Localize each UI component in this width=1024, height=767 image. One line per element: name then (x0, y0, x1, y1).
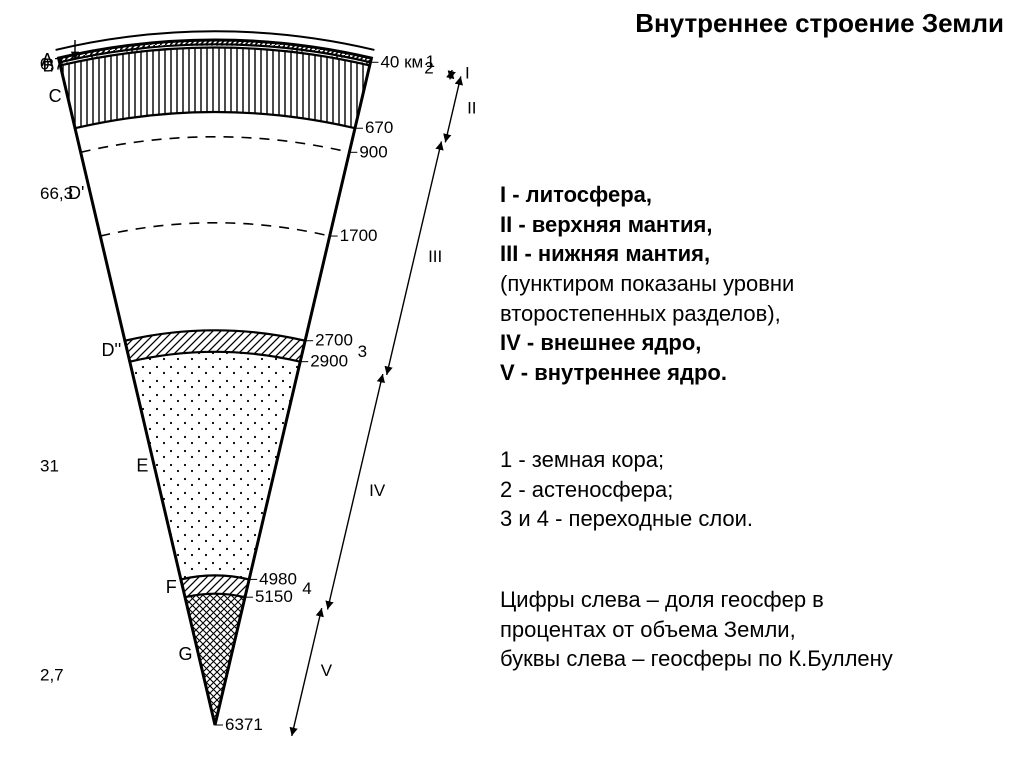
percent-label: 31 (40, 456, 59, 475)
roman-label: III (428, 247, 442, 266)
bullen-letter: D'' (101, 340, 121, 360)
roman-bracket (445, 76, 460, 142)
number-label: 3 (358, 342, 367, 361)
percent-label: 2,7 (40, 666, 64, 685)
number-label: 2 (424, 59, 433, 78)
bullen-letter: G (179, 644, 193, 664)
percent-label: 0,7 (40, 54, 64, 73)
depth-label: 2900 (310, 352, 348, 371)
percent-label: 66,3 (40, 184, 73, 203)
depth-label: 670 (365, 118, 393, 137)
roman-label: I (465, 64, 470, 83)
bullen-letter: E (136, 455, 148, 475)
number-label: 4 (302, 579, 311, 598)
depth-label: 5150 (255, 587, 293, 606)
depth-label: 900 (359, 142, 387, 161)
roman-bracket (450, 70, 452, 79)
depth-label: 6371 (225, 715, 263, 734)
depth-label: 4980 (259, 569, 297, 588)
depth-label: 2700 (315, 331, 353, 350)
roman-label: V (321, 661, 333, 680)
roman-label: IV (369, 481, 386, 500)
roman-bracket (292, 608, 322, 736)
bullen-letter: F (166, 577, 177, 597)
depth-label: 1700 (340, 226, 378, 245)
roman-label: II (467, 98, 476, 117)
depth-label: 40 км (380, 52, 423, 71)
bullen-letter: C (49, 86, 62, 106)
layer-inner_core (185, 594, 245, 725)
earth-section-diagram: 40 км670900170027002900498051506371ABCD'… (0, 0, 1024, 767)
